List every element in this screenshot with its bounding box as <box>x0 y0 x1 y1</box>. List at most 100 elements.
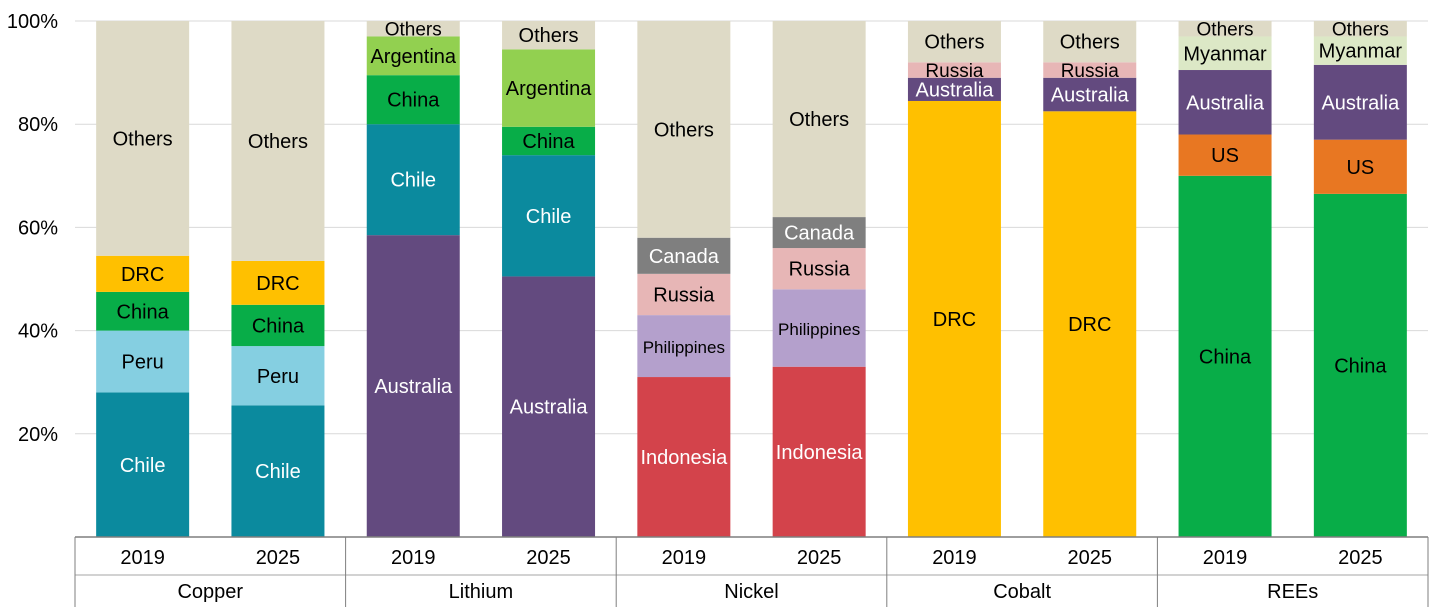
bar-segment-rees-2019-china <box>1178 175 1272 538</box>
bar-segment-rees-2019-myanmar <box>1178 36 1272 71</box>
segment-label: Chile <box>390 170 436 192</box>
x-year-label: 2019 <box>391 547 436 569</box>
bar-segment-rees-2019-australia <box>1178 70 1272 135</box>
segment-label: Canada <box>649 246 720 268</box>
segment-label: China <box>1334 355 1387 377</box>
segment-label: Argentina <box>370 46 456 68</box>
segment-label: China <box>387 90 440 112</box>
bar-segment-cobalt-2019-russia <box>907 62 1001 78</box>
bar-segment-lithium-2019-china <box>366 75 460 125</box>
segment-label: China <box>117 301 170 323</box>
bar-segment-copper-2025-chile <box>231 405 325 537</box>
segment-label: Argentina <box>506 78 592 100</box>
bar-segment-copper-2019-others <box>96 21 190 256</box>
segment-label: Peru <box>257 366 299 388</box>
segment-label: DRC <box>1068 314 1111 336</box>
bar-segment-lithium-2019-australia <box>366 235 460 537</box>
segment-label: Chile <box>255 461 301 483</box>
bar-segment-cobalt-2019-others <box>907 21 1001 63</box>
bar-segment-rees-2019-us <box>1178 134 1272 176</box>
x-group-label: REEs <box>1267 581 1318 603</box>
y-axis-ticks: 20% 40% 60% 80% 100% <box>7 11 58 446</box>
segment-label: Russia <box>925 61 984 82</box>
segment-label: Chile <box>526 206 572 228</box>
bar-segment-nickel-2025-indonesia <box>772 366 866 537</box>
y-tick-label: 40% <box>18 321 58 343</box>
segment-label: Chile <box>120 455 166 477</box>
x-year-label: 2025 <box>526 547 571 569</box>
segment-label: Indonesia <box>640 447 728 469</box>
x-year-label: 2019 <box>932 547 977 569</box>
segment-label: Indonesia <box>776 442 864 464</box>
bar-segment-copper-2019-china <box>96 291 190 331</box>
segment-label: Australia <box>916 79 995 101</box>
y-tick-label: 80% <box>18 114 58 136</box>
segment-label: Australia <box>1321 92 1400 114</box>
bar-segment-lithium-2025-chile <box>502 155 596 277</box>
bar-segment-lithium-2025-argentina <box>502 49 596 127</box>
bar-segment-nickel-2019-russia <box>637 273 731 316</box>
bar-segment-copper-2025-others <box>231 21 325 261</box>
segment-label: Russia <box>653 284 715 306</box>
bar-segment-cobalt-2019-australia <box>907 77 1001 101</box>
x-year-label: 2019 <box>662 547 707 569</box>
x-year-label: 2019 <box>120 547 165 569</box>
segment-label: Others <box>519 25 579 47</box>
segment-label: Others <box>1197 20 1254 41</box>
segment-label: Others <box>1060 32 1120 54</box>
segment-label: Australia <box>1186 92 1265 114</box>
segment-label: Australia <box>1051 85 1130 107</box>
segment-label: US <box>1346 157 1374 179</box>
segment-label: US <box>1211 145 1239 167</box>
segment-label: China <box>1199 346 1252 368</box>
bar-segment-nickel-2019-indonesia <box>637 377 731 537</box>
bar-segment-rees-2025-others <box>1313 21 1407 37</box>
segment-label: Others <box>924 32 984 54</box>
bar-segment-copper-2019-drc <box>96 255 190 292</box>
bar-segment-cobalt-2025-russia <box>1043 62 1137 78</box>
segment-label: China <box>252 315 305 337</box>
x-group-label: Cobalt <box>993 581 1051 603</box>
segment-label: Peru <box>122 352 164 374</box>
x-year-label: 2025 <box>797 547 842 569</box>
bar-segment-lithium-2025-australia <box>502 276 596 537</box>
bar-segment-copper-2025-china <box>231 304 325 347</box>
y-tick-label: 100% <box>7 11 58 33</box>
x-year-label: 2025 <box>1338 547 1383 569</box>
bars: Chile Peru China DRC Others Chile Peru China DRC… <box>96 20 1407 538</box>
y-tick-label: 60% <box>18 217 58 239</box>
x-year-label: 2019 <box>1203 547 1248 569</box>
segment-label: Russia <box>789 259 851 281</box>
x-group-label: Lithium <box>449 581 513 603</box>
bar-segment-lithium-2019-others <box>366 21 460 37</box>
bar-segment-nickel-2025-russia <box>772 248 866 290</box>
bar-segment-rees-2025-myanmar <box>1313 36 1407 65</box>
bar-segment-lithium-2019-chile <box>366 124 460 236</box>
bar-segment-rees-2025-china <box>1313 193 1407 538</box>
bar-segment-nickel-2025-canada <box>772 217 866 249</box>
segment-label: Myanmar <box>1319 41 1403 63</box>
segment-label: Canada <box>784 223 855 245</box>
bar-segment-cobalt-2025-others <box>1043 21 1137 63</box>
bar-segment-copper-2019-chile <box>96 392 190 537</box>
segment-label: DRC <box>256 273 299 295</box>
x-year-label: 2025 <box>1068 547 1113 569</box>
bar-segment-copper-2025-drc <box>231 260 325 305</box>
y-tick-label: 20% <box>18 424 58 446</box>
segment-label: Others <box>1332 20 1389 41</box>
bar-segment-copper-2025-peru <box>231 346 325 406</box>
x-axis: 2019 2025 Copper 2019 2025 Lithium 2019 2025 Nic… <box>74 536 1429 607</box>
segment-label: DRC <box>933 309 976 331</box>
x-group-label: Nickel <box>724 581 778 603</box>
segment-label: Australia <box>374 376 453 398</box>
bar-segment-lithium-2025-china <box>502 126 596 156</box>
segment-label: Others <box>385 20 442 41</box>
bar-segment-cobalt-2019-drc <box>907 100 1001 537</box>
segment-label: Myanmar <box>1183 43 1267 65</box>
bar-segment-copper-2019-peru <box>96 330 190 393</box>
bar-segment-nickel-2019-others <box>637 21 731 238</box>
bar-segment-nickel-2019-philippines <box>637 315 731 378</box>
segment-label: Australia <box>510 397 589 419</box>
segment-label: Russia <box>1061 61 1120 82</box>
